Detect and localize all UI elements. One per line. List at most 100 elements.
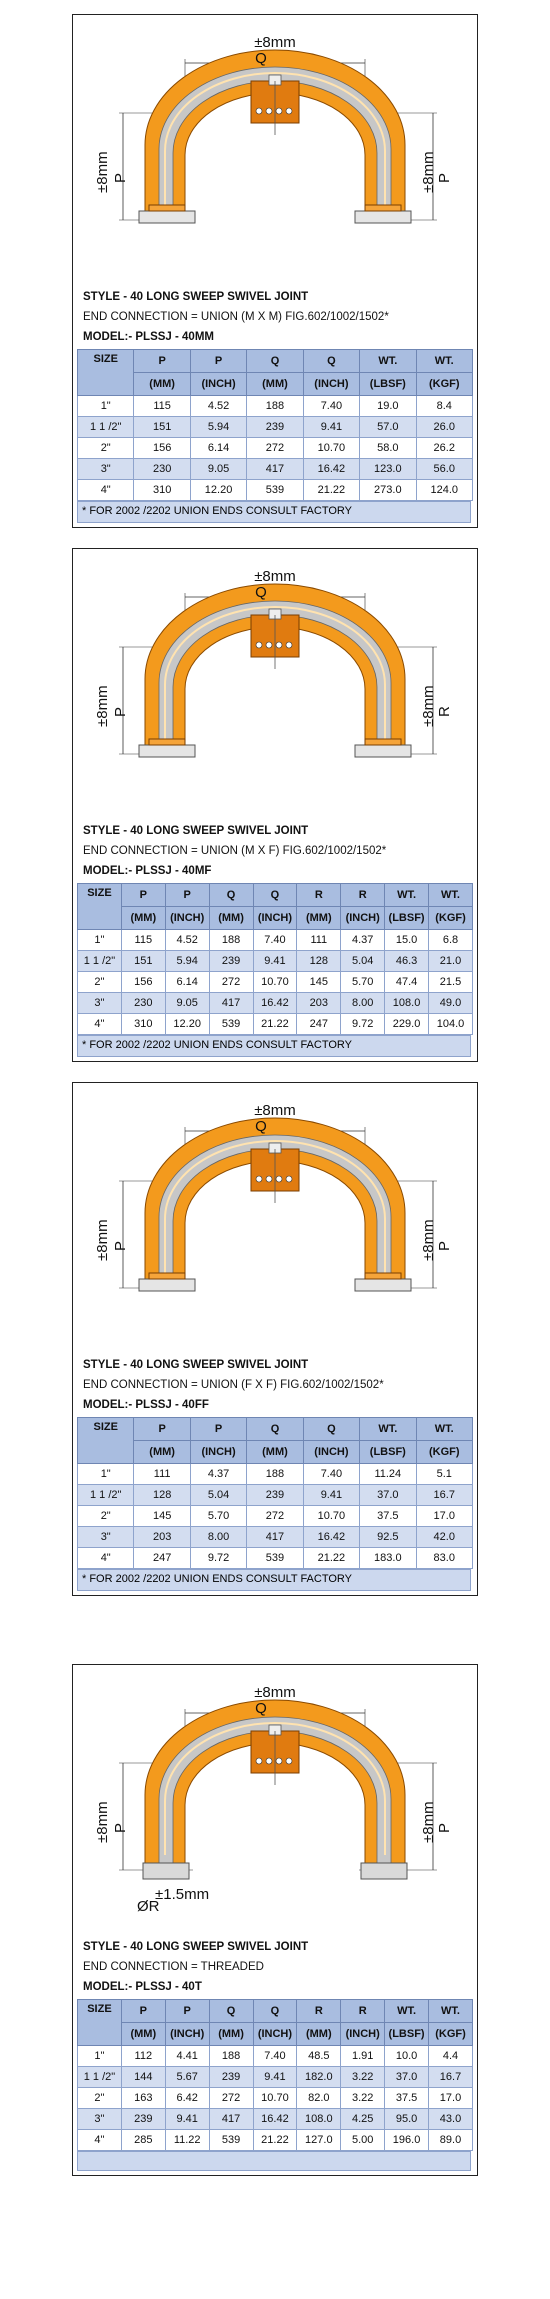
q-tolerance-label: ±8mm	[254, 1684, 296, 1701]
header-unit: (MM)	[208, 906, 254, 930]
header-name: Q	[252, 1999, 298, 2023]
table-cell: 127.0	[296, 2129, 342, 2151]
header-name: WT.	[384, 883, 429, 907]
diagram-area: ±8mm Q P ±8mm R ±8mm	[73, 549, 477, 791]
table-cell: 5.04	[189, 1484, 248, 1506]
table-cell: 310	[133, 479, 191, 501]
header-name: Q	[252, 883, 298, 907]
header-unit: (INCH)	[340, 2022, 386, 2046]
table-cell: 123.0	[359, 458, 417, 480]
nut-left	[148, 204, 186, 212]
table-cell: 37.5	[359, 1505, 417, 1527]
table-cell: 82.0	[296, 2087, 342, 2109]
table-cell: 4"	[77, 1013, 122, 1035]
table-cell: 12.20	[189, 479, 248, 501]
table-cell: 7.40	[252, 2045, 298, 2067]
p-left-tolerance-label: ±8mm	[94, 151, 111, 193]
table-cell: 247	[133, 1547, 191, 1569]
table-cell: 2"	[76, 437, 135, 459]
table-cell: 6.14	[189, 437, 248, 459]
nut-left	[148, 1272, 186, 1280]
right-tolerance-label: ±8mm	[420, 1801, 437, 1843]
right-dim-label: P	[436, 1822, 453, 1833]
header-unit: (INCH)	[164, 2022, 210, 2046]
header-name: WT.	[415, 349, 474, 373]
table-cell: 128	[296, 950, 342, 972]
highlight	[164, 606, 386, 739]
ball-bearing	[265, 1757, 273, 1765]
table-cell: 539	[208, 1013, 254, 1035]
diagram-area: ±8mm Q P ±8mm P ±8mm	[73, 1083, 477, 1325]
ball-bearing	[275, 1757, 283, 1765]
table-cell: 1 1 /2"	[76, 1484, 135, 1506]
table-cell: 115	[120, 929, 166, 951]
table-row: 2" 156 6.14 272 10.70 145 5.70 47.4 21.5	[77, 971, 473, 993]
table-cell: 5.94	[189, 416, 248, 438]
table-cell: 182.0	[296, 2066, 342, 2088]
thread-end-left	[142, 1862, 190, 1880]
header-name: Q	[302, 1417, 361, 1441]
p-left-label: P	[112, 1240, 129, 1251]
table-cell: 7.40	[302, 1463, 361, 1485]
table-cell: 417	[246, 458, 304, 480]
table-cell: 539	[246, 479, 304, 501]
header-unit: (INCH)	[189, 372, 248, 396]
table-cell: 145	[296, 971, 342, 993]
table-cell: 144	[120, 2066, 166, 2088]
table-cell: 15.0	[384, 929, 429, 951]
nut-right	[364, 1272, 402, 1280]
ball-bearing	[265, 641, 273, 649]
header-name: P	[120, 883, 166, 907]
table-cell: 163	[120, 2087, 166, 2109]
table-cell: 539	[208, 2129, 254, 2151]
table-cell: 3"	[77, 2108, 122, 2130]
header-unit: (INCH)	[164, 906, 210, 930]
table-cell: 203	[133, 1526, 191, 1548]
table-row: 2" 156 6.14 272 10.70 58.0 26.2	[76, 437, 474, 459]
table-row: 4" 247 9.72 539 21.22 183.0 83.0	[76, 1547, 474, 1569]
table-cell: 10.70	[302, 1505, 361, 1527]
table-cell: 10.70	[252, 971, 298, 993]
header-name: R	[296, 1999, 342, 2023]
header-unit: (MM)	[296, 906, 342, 930]
header-unit: (MM)	[246, 372, 304, 396]
header-name: P	[164, 883, 210, 907]
style-title: STYLE - 40 LONG SWEEP SWIVEL JOINT	[83, 1359, 309, 1371]
table-cell: 9.41	[302, 1484, 361, 1506]
table-row: 4" 285 11.22 539 21.22 127.0 5.00 196.0 89.0	[77, 2129, 473, 2151]
header-unit: (INCH)	[252, 2022, 298, 2046]
table-cell: 47.4	[384, 971, 429, 993]
table-cell: 108.0	[384, 992, 429, 1014]
table-cell: 196.0	[384, 2129, 429, 2151]
right-tolerance-label: ±8mm	[420, 151, 437, 193]
table-row: 3" 239 9.41 417 16.42 108.0 4.25 95.0 43.0	[77, 2108, 473, 2130]
right-dim-label: P	[436, 1240, 453, 1251]
table-cell: 21.0	[428, 950, 473, 972]
union-end-right	[354, 210, 412, 224]
header-name: P	[189, 349, 248, 373]
table-cell: 17.0	[415, 1505, 474, 1527]
model-number: MODEL:- PLSSJ - 40MF	[83, 865, 212, 877]
table-cell: 2"	[76, 1505, 135, 1527]
table-row: 1 1 /2" 151 5.94 239 9.41 128 5.04 46.3 21.0	[77, 950, 473, 972]
table-cell: 16.42	[302, 458, 361, 480]
footnote: * FOR 2002 /2202 UNION ENDS CONSULT FACT…	[77, 1569, 471, 1591]
table-cell: 111	[133, 1463, 191, 1485]
table-row: 4" 310 12.20 539 21.22 247 9.72 229.0 104.0	[77, 1013, 473, 1035]
table-cell: 56.0	[415, 458, 474, 480]
header-row: SIZE P P Q Q WT. WT.	[76, 1417, 474, 1464]
diagram-area: ±8mm Q P ±8mm P ±8mm	[73, 15, 477, 257]
table-row: 1 1 /2" 128 5.04 239 9.41 37.0 16.7	[76, 1484, 474, 1506]
spec-table: SIZE P P Q Q R R WT. WT. (MM) (INCH) (MM) (INCH) (MM)…	[77, 883, 473, 1035]
nut-left	[148, 738, 186, 746]
header-name: P	[164, 1999, 210, 2023]
table-cell: 7.40	[252, 929, 298, 951]
table-cell: 239	[246, 1484, 304, 1506]
table-cell: 151	[120, 950, 166, 972]
ball-bearing	[275, 107, 283, 115]
table-cell: 539	[246, 1547, 304, 1569]
table-cell: 4.25	[340, 2108, 386, 2130]
table-cell: 2"	[77, 2087, 122, 2109]
table-cell: 112	[120, 2045, 166, 2067]
table-row: 1" 112 4.41 188 7.40 48.5 1.91 10.0 4.4	[77, 2045, 473, 2067]
